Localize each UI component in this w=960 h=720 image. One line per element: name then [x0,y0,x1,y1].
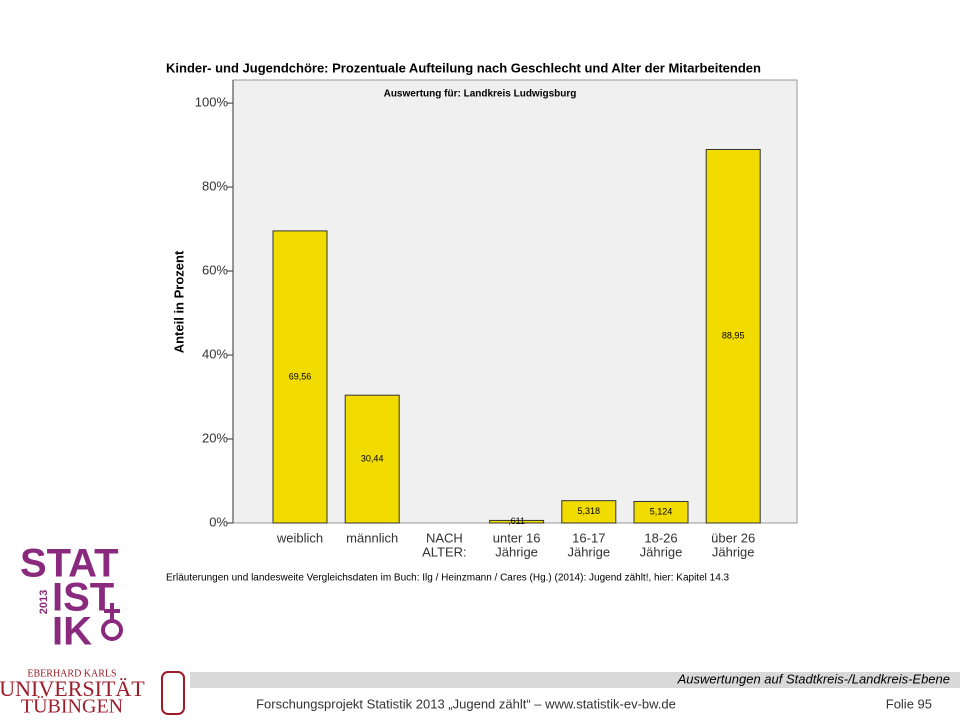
logo-symbol [101,619,123,641]
logo-year: 2013 [38,590,50,614]
y-axis-label: Anteil in Prozent [171,250,186,353]
university-line: EBERHARD KARLS [27,668,116,679]
bar [272,230,328,524]
y-tick-label: 0% [209,514,228,529]
x-tick-label: unter 16 [493,530,541,545]
university-line: UNIVERSITÄT [0,676,145,701]
y-tick-label: 40% [202,346,228,361]
x-tick-label: Jährige [495,544,538,559]
y-tick-label: 20% [202,430,228,445]
x-tick-label: Jährige [567,544,610,559]
x-tick-label: 16-17 [572,530,605,545]
chart-note: Erläuterungen und landesweite Vergleichs… [166,573,730,584]
logo-line: STAT [20,542,119,586]
logo-line: IST [52,576,114,620]
x-tick-label: weiblich [276,530,323,545]
x-tick-label: ALTER: [422,544,467,559]
bar [561,500,617,524]
university: EBERHARD KARLS UNIVERSITÄT TÜBINGEN [0,668,185,718]
value-label: 69,56 [289,371,312,381]
chart-title: Kinder- und Jugendchöre: Prozentuale Auf… [166,60,761,75]
university-emblem [161,671,185,715]
value-label: 88,95 [722,331,745,341]
x-tick-label: Jährige [640,544,683,559]
footer-banner-text: Auswertungen auf Stadtkreis-/Landkreis-E… [677,671,950,686]
logo: STAT IST IK 2013 [20,542,123,654]
y-tick-label: 100% [195,95,229,110]
x-tick-label: männlich [346,530,398,545]
bar [705,148,761,524]
bar [633,500,689,524]
footer-text: Forschungsprojekt Statistik 2013 „Jugend… [256,696,676,711]
footer-banner [190,672,960,688]
university-line: TÜBINGEN [21,695,123,718]
x-tick-label: NACH [426,530,463,545]
bar [344,394,400,524]
value-label: 5,124 [650,507,673,517]
bar [489,519,545,524]
y-tick-label: 80% [202,179,228,194]
value-label: 5,318 [578,506,601,516]
y-tick-label: 60% [202,262,228,277]
slide-number: Folie 95 [886,696,932,711]
x-tick-label: Jährige [712,544,755,559]
x-tick-label: 18-26 [644,530,677,545]
logo-line: IK [52,610,92,654]
x-tick-label: über 26 [711,530,755,545]
value-label: ,611 [508,516,525,526]
chart-subtitle: Auswertung für: Landkreis Ludwigsburg [384,89,577,100]
value-label: 30,44 [361,453,384,463]
